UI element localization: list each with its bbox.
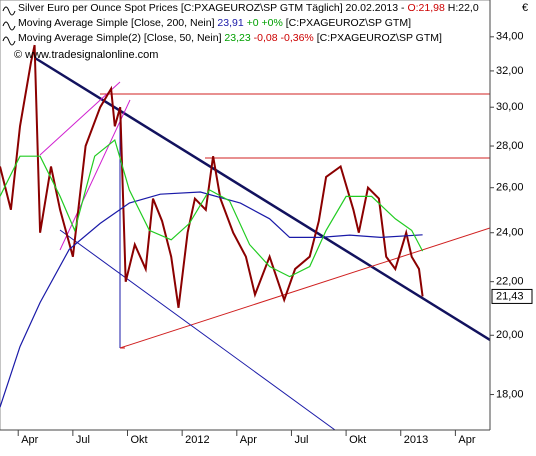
x-tick-label: 2012 — [185, 434, 209, 446]
channel-line — [59, 229, 336, 430]
legend-icon — [2, 21, 16, 31]
x-tick-label: Apr — [21, 434, 38, 446]
x-tick-label: Apr — [240, 434, 257, 446]
legend-text: 23,91 — [217, 17, 243, 29]
y-tick-label: 34,00 — [496, 31, 524, 43]
legend-text: Moving Average Simple(2) [Close, 50, Nei… — [18, 32, 222, 44]
y-tick-label: 24,00 — [496, 227, 524, 239]
y-tick-label: 20,00 — [496, 329, 524, 341]
channel-line — [39, 81, 121, 156]
last-price-tag — [491, 288, 533, 304]
legend-text: [C:PXAGEUROZ\SP GTM] — [286, 17, 411, 29]
legend-line: Moving Average Simple [Close, 200, Nein]… — [18, 17, 411, 29]
legend-line: Silver Euro per Ounce Spot Prices [C:PXA… — [18, 2, 479, 14]
legend-text: O:21,98 — [407, 2, 445, 14]
legend-text: -0,08 — [254, 32, 278, 44]
legend-icon — [2, 6, 16, 16]
x-tick-label: Apr — [458, 434, 475, 446]
legend-text: H:22,0 — [448, 2, 479, 14]
legend-text: +0% — [262, 17, 283, 29]
watermark: © www.tradesignalonline.com — [14, 49, 158, 61]
y-tick-label: 32,00 — [496, 65, 524, 77]
currency: € — [522, 2, 528, 14]
legend-text: 23,23 — [224, 32, 250, 44]
trend-line — [34, 56, 490, 342]
x-tick-label: Okt — [349, 434, 366, 446]
legend-text: [C:PXAGEUROZ\SP GTM] — [317, 32, 442, 44]
moving-average — [0, 138, 424, 278]
x-tick-label: 2013 — [404, 434, 428, 446]
x-tick-label: Jul — [76, 434, 90, 446]
y-tick-label: 26,00 — [496, 182, 524, 194]
last-price-label: 21,43 — [496, 290, 524, 302]
plot — [0, 44, 490, 430]
y-tick-label: 30,00 — [496, 101, 524, 113]
legend-text: +0 — [247, 17, 259, 29]
legend-line: Moving Average Simple(2) [Close, 50, Nei… — [18, 32, 442, 44]
y-tick-label: 28,00 — [496, 140, 524, 152]
x-tick-label: Okt — [131, 434, 148, 446]
y-axis-area — [490, 0, 536, 451]
channel-line — [59, 99, 131, 251]
support-line — [119, 227, 490, 349]
plot-area — [0, 0, 491, 431]
legend-text: Moving Average Simple [Close, 200, Nein] — [18, 17, 215, 29]
legend-text: Silver Euro per Ounce Spot Prices [C:PXA… — [18, 2, 405, 14]
legend-icon — [2, 36, 16, 46]
y-tick-label: 18,00 — [496, 388, 524, 400]
moving-average — [0, 191, 423, 408]
legend-text: -0,36% — [280, 32, 313, 44]
y-tick-label: 22,00 — [496, 276, 524, 288]
x-tick-label: Jul — [294, 434, 308, 446]
